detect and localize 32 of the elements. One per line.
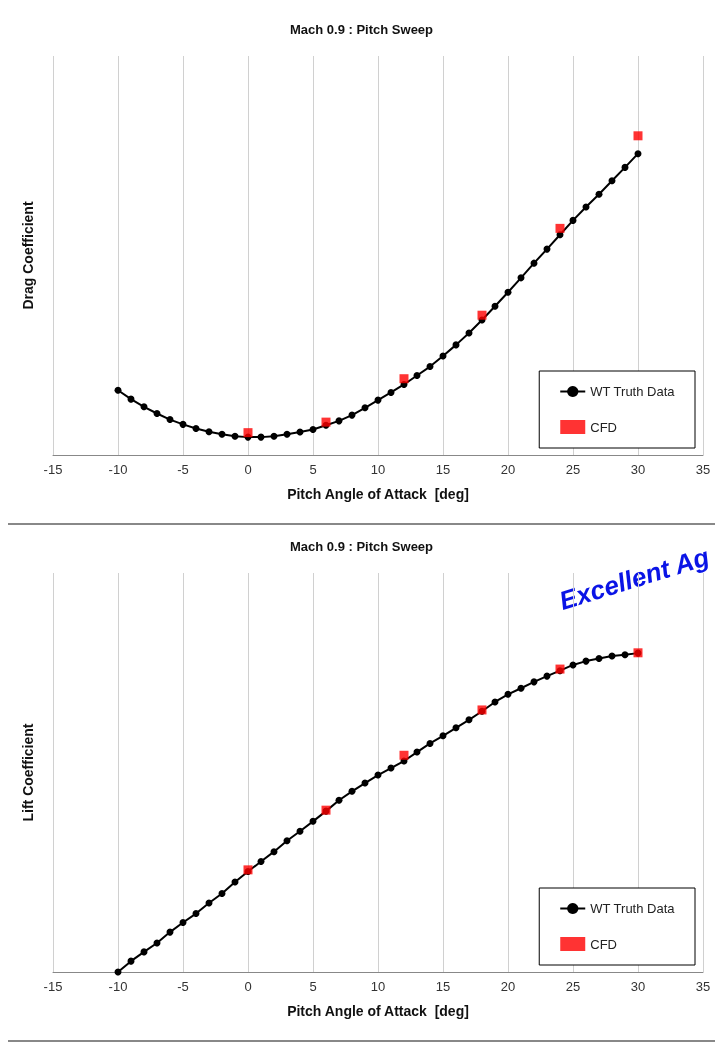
- x-tick-label: 5: [309, 462, 317, 477]
- x-tick-label: 15: [435, 979, 451, 994]
- x-tick-label: 15: [435, 462, 451, 477]
- x-tick-label: 20: [500, 979, 516, 994]
- y-axis-title: Drag Coefficient: [20, 201, 36, 310]
- legend-label: CFD: [590, 419, 617, 435]
- x-tick-label: -15: [43, 979, 63, 994]
- legend-label: CFD: [590, 936, 617, 952]
- legend-label: WT Truth Data: [590, 384, 676, 399]
- x-tick-label: -5: [177, 462, 189, 477]
- chart-title: Mach 0.9 : Pitch Sweep: [289, 22, 434, 37]
- legend-label: WT Truth Data: [590, 901, 676, 916]
- x-tick-label: -15: [43, 462, 63, 477]
- x-tick-label: 30: [630, 462, 646, 477]
- y-axis-title: Lift Coefficient: [20, 723, 36, 822]
- x-axis-title: Pitch Angle of Attack [deg]: [287, 1003, 469, 1019]
- x-tick-label: 10: [370, 979, 386, 994]
- x-tick-label: -10: [108, 462, 128, 477]
- x-tick-label: 35: [695, 979, 711, 994]
- x-tick-label: 0: [244, 979, 252, 994]
- x-tick-label: 5: [309, 979, 317, 994]
- x-tick-label: 30: [630, 979, 646, 994]
- x-tick-label: 0: [244, 462, 252, 477]
- x-tick-label: -5: [177, 979, 189, 994]
- x-tick-label: 25: [565, 979, 581, 994]
- x-tick-label: 10: [370, 462, 386, 477]
- chart-title: Mach 0.9 : Pitch Sweep: [289, 539, 434, 554]
- x-axis-title: Pitch Angle of Attack [deg]: [287, 486, 469, 502]
- x-tick-label: 35: [695, 462, 711, 477]
- x-tick-label: 20: [500, 462, 516, 477]
- x-tick-label: -10: [108, 979, 128, 994]
- x-tick-label: 25: [565, 462, 581, 477]
